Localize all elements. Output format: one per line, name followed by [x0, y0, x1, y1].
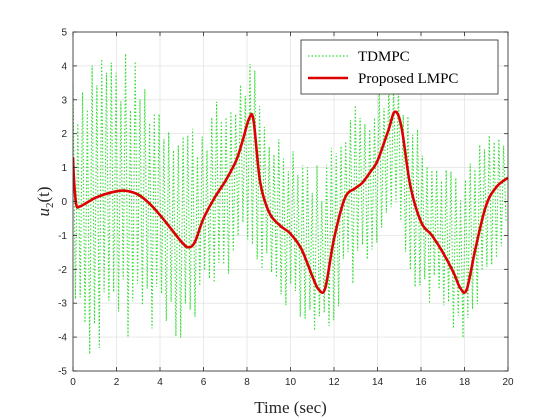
- y-tick-label: 5: [61, 28, 67, 39]
- y-tick-label: 2: [61, 129, 67, 140]
- x-tick-label: 18: [459, 377, 471, 388]
- y-axis-label-arg: (t): [34, 186, 53, 202]
- y-tick-label: 4: [61, 61, 67, 72]
- y-axis-label-base: u: [34, 208, 53, 217]
- y-tick-label: 0: [61, 197, 67, 208]
- x-tick-label: 6: [201, 377, 207, 388]
- x-tick-label: 16: [415, 377, 427, 388]
- y-tick-label: 1: [61, 163, 67, 174]
- x-tick-label: 20: [502, 377, 514, 388]
- x-tick-label: 4: [157, 377, 163, 388]
- y-tick-label: -4: [58, 333, 67, 344]
- x-tick-label: 8: [244, 377, 250, 388]
- legend-label-lmpc: Proposed LMPC: [358, 71, 458, 87]
- x-tick-label: 12: [328, 377, 340, 388]
- legend-label-tdmpc: TDMPC: [358, 49, 410, 65]
- y-tick-label: -2: [58, 265, 67, 276]
- y-tick-label: 3: [61, 95, 67, 106]
- x-tick-label: 10: [285, 377, 297, 388]
- x-axis-label: Time (sec): [254, 398, 327, 417]
- y-tick-label: -1: [58, 231, 67, 242]
- y-axis-label: u2(t): [34, 186, 56, 216]
- x-tick-label: 14: [372, 377, 384, 388]
- x-tick-label: 2: [114, 377, 120, 388]
- legend: TDMPC Proposed LMPC: [301, 40, 498, 94]
- y-tick-label: -3: [58, 299, 67, 310]
- y-tick-label: -5: [58, 367, 67, 378]
- x-tick-label: 0: [70, 377, 76, 388]
